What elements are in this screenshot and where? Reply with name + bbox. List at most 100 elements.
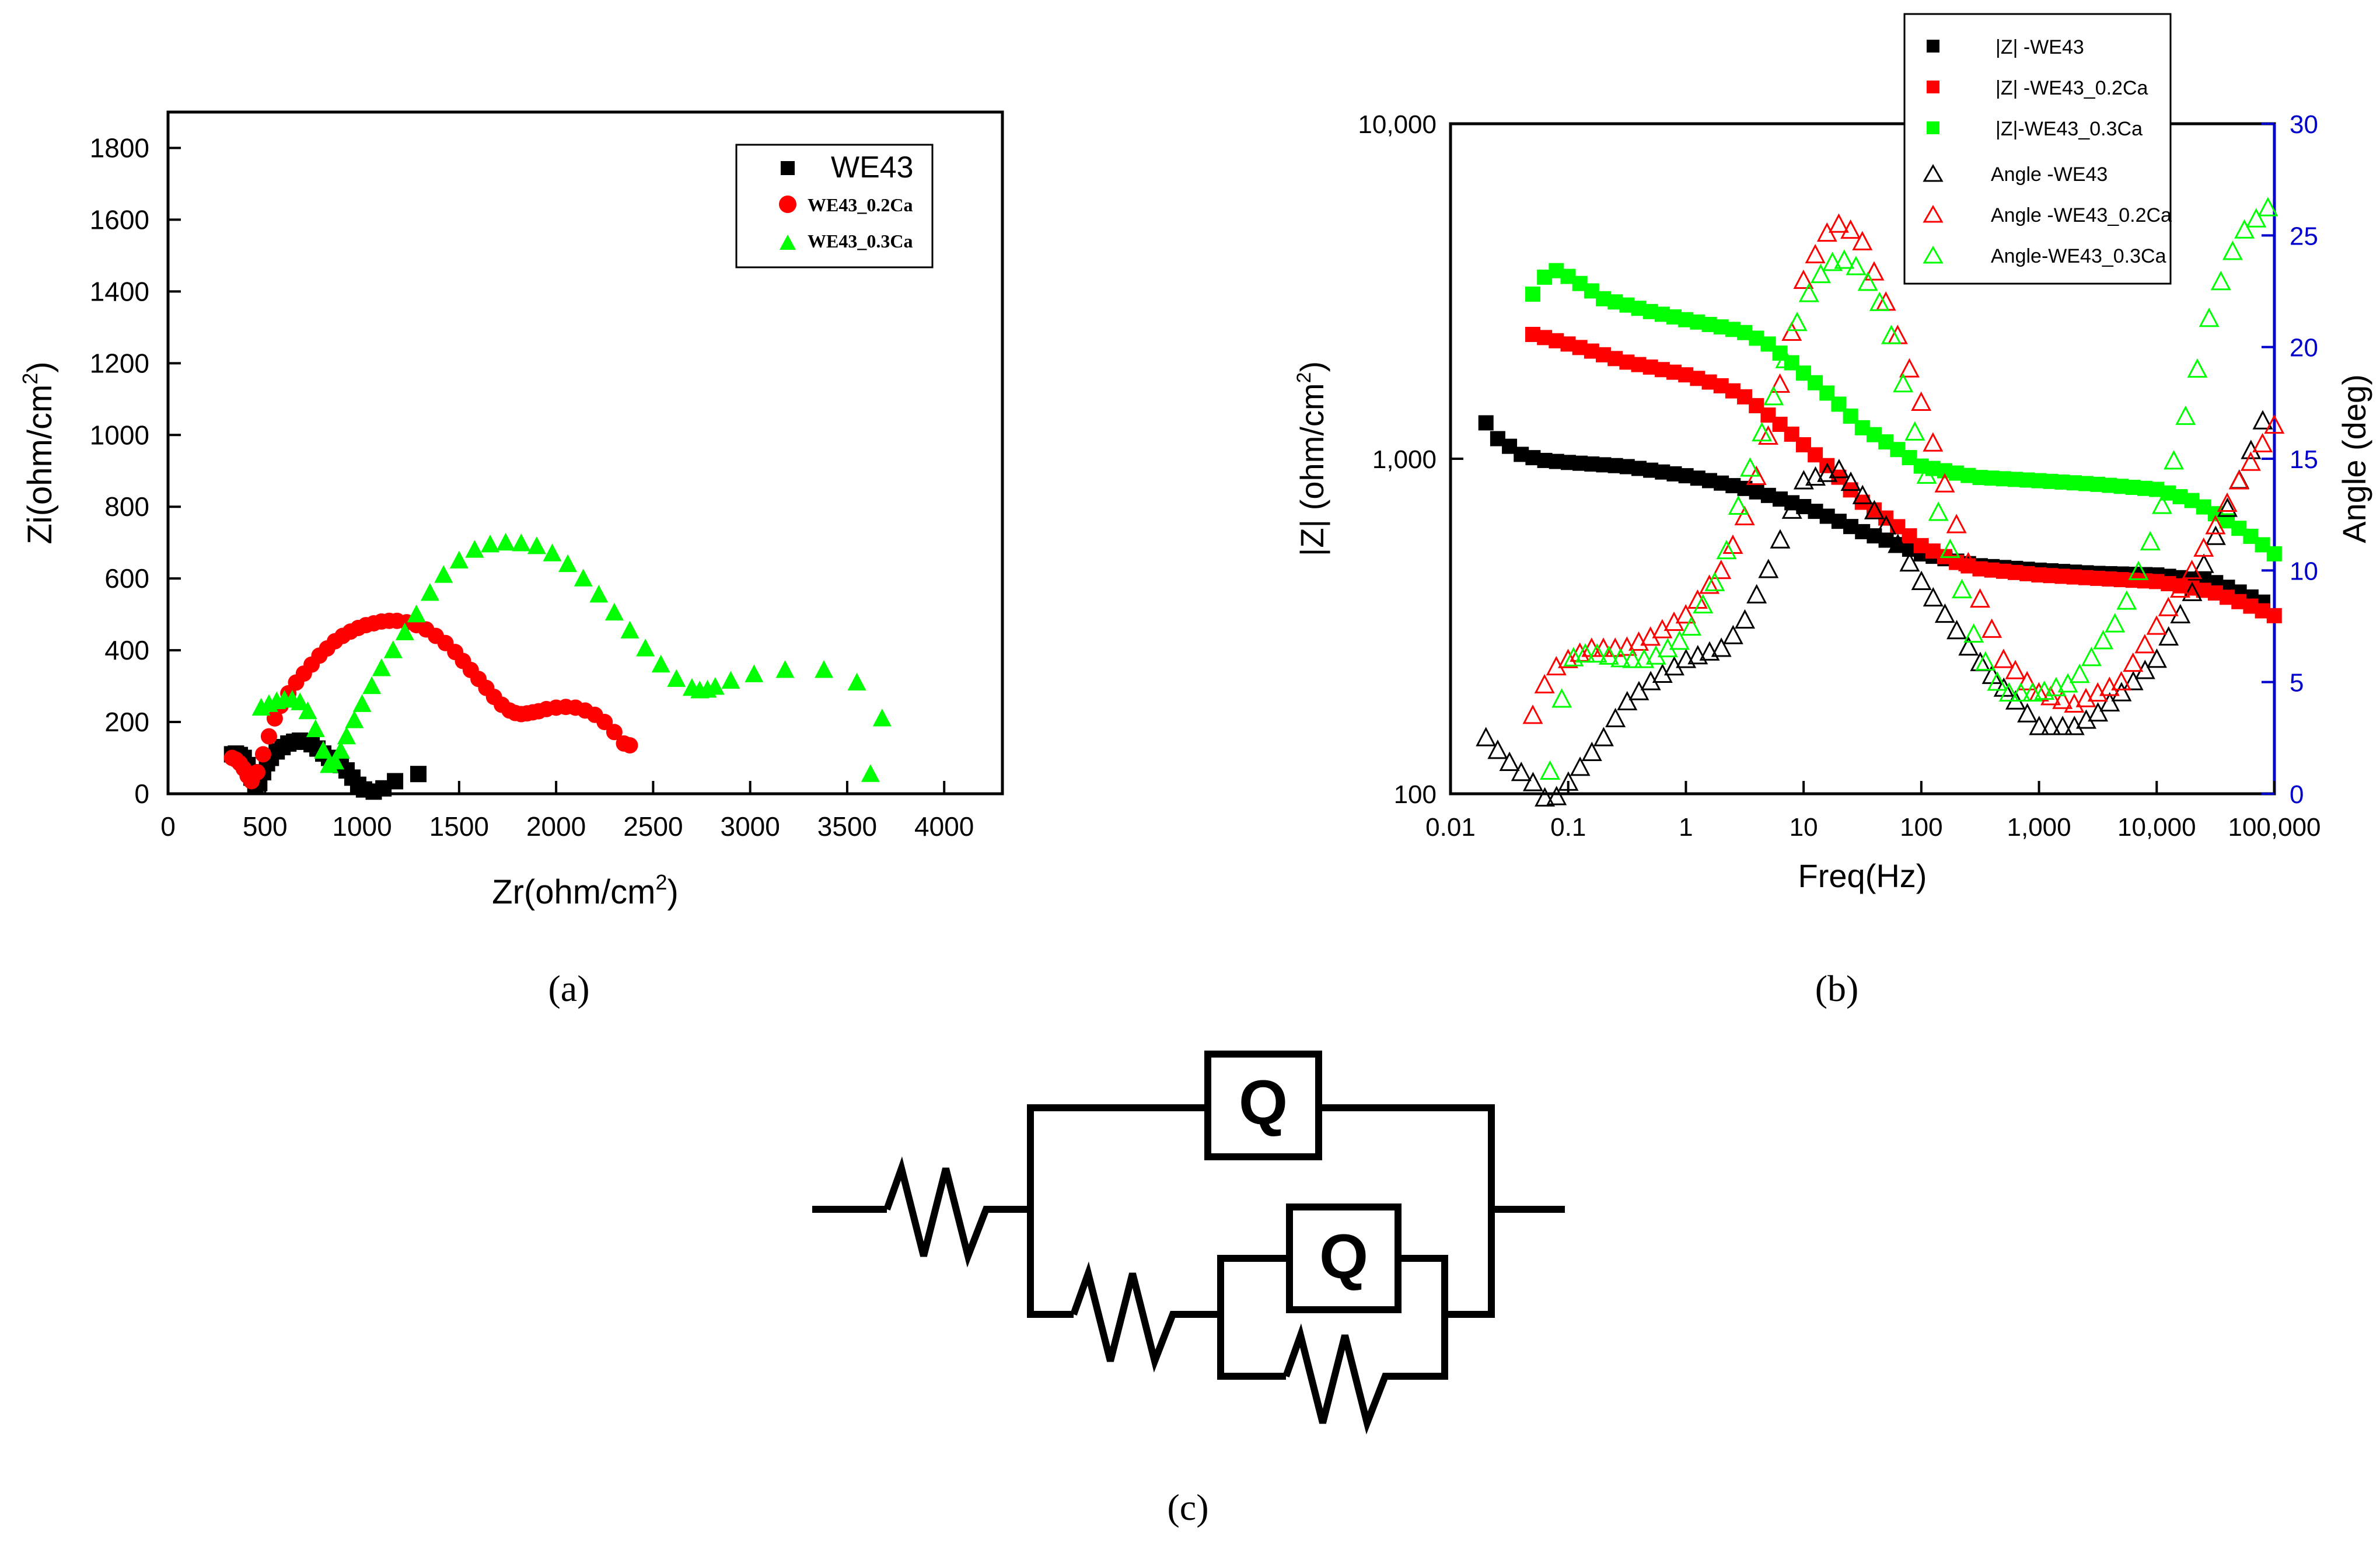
bode-y2-tick-label: 30 [2290,110,2318,139]
bode-point-angle-5 [1881,325,1902,344]
nyquist-point-2 [620,620,639,639]
bode-point-angle-3 [1499,751,1520,771]
bode-point-angle-3 [1593,727,1614,746]
bode-point-angle-4 [2158,596,2179,616]
bode-point-angle-3 [2182,581,2203,601]
bode-point-angle-3 [1511,762,1532,782]
bode-point-angle-4 [1946,514,1967,533]
panel-label-b: (b) [1815,968,1859,1009]
bode-point-angle-4 [1899,358,1920,378]
bode-point-angle-5 [1975,651,1996,671]
panel-label-c: (c) [1167,1487,1208,1528]
nyquist-point-2 [407,604,426,623]
nyquist-point-2 [372,658,391,676]
nyquist-point-2 [872,709,892,727]
nyquist-points [223,532,892,800]
nyquist-point-2 [434,565,453,583]
bode-point-angle-5 [1563,647,1584,667]
bode-x-ticks: 0.01 0.1 1 10 100 1,000 10,000 100,000 [1425,781,2321,842]
bode-point-angle-5 [1551,688,1572,708]
bode-point-angle-5 [1857,271,1878,291]
nyquist-chart: 0 500 1000 1500 2000 2500 3000 3500 4000 0 200 400… [18,110,1004,1009]
nyquist-point-2 [604,602,624,621]
bode-point-angle-3 [1522,772,1543,791]
bode-point-angle-5 [2046,676,2067,696]
bode-point-angle-3 [1711,637,1732,657]
bode-point-angle-3 [2193,553,2214,573]
nyquist-y-tick-label: 600 [104,563,149,594]
legend-marker-angle-ca03 [1923,245,1944,264]
legend-label-z-we43: |Z| -WE43 [1995,36,2084,58]
bode-point-angle-4 [1699,574,1720,594]
bode-point-angle-3 [2029,716,2050,735]
cpe-label-inner: Q [1319,1221,1368,1292]
bode-point-angle-5 [2081,647,2102,667]
bode-point-angle-3 [2158,626,2179,646]
bode-point-angle-5 [2164,450,2185,470]
nyquist-y-tick-label: 400 [104,635,149,665]
legend-label-angle-ca03: Angle-WE43_0.3Ca [1991,245,2166,267]
resistor-series [883,1156,1027,1268]
bode-point-angle-4 [1711,559,1732,580]
bode-point-angle-5 [1869,291,1890,311]
nyquist-point-2 [395,622,414,640]
legend-marker-angle-we43 [1923,163,1944,182]
bode-point-angle-3 [1993,677,2014,697]
bode-y-ticks: 100 1,000 10,000 [1358,110,1463,809]
bode-y2-tick-label: 20 [2290,334,2318,362]
nyquist-point-2 [667,669,686,687]
nyquist-y-tick-label: 1200 [90,348,149,378]
bode-point-angle-5 [1951,578,1972,599]
bode-point-angle-5 [2010,682,2031,702]
bode-point-angle-5 [1539,760,1560,780]
bode-point-angle-3 [1699,641,1720,661]
bode-legend-frame [1903,13,2172,285]
nyquist-x-tick-label: 4000 [914,811,974,842]
bode-point-angle-3 [1829,459,1850,479]
bode-point-angle-3 [1852,484,1873,504]
bode-point-angle-5 [1704,571,1725,591]
bode-point-angle-3 [2099,692,2120,711]
bode-point-angle-5 [1998,682,2019,702]
bode-x-tick-label: 1,000 [2007,813,2071,842]
nyquist-x-tick-label: 500 [243,811,288,842]
legend-marker-z-ca02 [1927,81,1939,93]
bode-y2-tick-label: 15 [2290,445,2318,474]
bode-point-angle-5 [1834,249,1855,269]
nyquist-y-tick-label: 1400 [90,276,149,306]
bode-point-angle-5 [1739,457,1760,477]
bode-point-angle-4 [2005,660,2026,679]
bode-point-angle-5 [1728,495,1749,515]
bode-point-angle-3 [1722,625,1743,644]
bode-point-angle-3 [1546,786,1567,805]
bode-point-angle-3 [1899,552,1920,572]
bode-point-angle-3 [1840,471,1861,491]
nyquist-point-2 [298,701,317,720]
nyquist-point-2 [574,568,593,587]
nyquist-point-1 [606,724,623,741]
bode-point-angle-3 [1864,500,1885,519]
bode-x-tick-label: 0.1 [1550,813,1586,842]
bode-y2-axis-label: Angle (deg) [2336,374,2372,543]
legend-label-ca03: WE43_0.3Ca [808,231,913,252]
panel-label-a: (a) [548,968,589,1009]
bode-point-angle-3 [1735,609,1755,629]
nyquist-point-1 [254,746,271,763]
legend-marker-z-we43 [1927,40,1939,53]
bode-point-angle-5 [1787,312,1808,332]
bode-point-angle-5 [1622,648,1643,668]
bode-point-angle-5 [2069,663,2090,683]
bode-point-angle-5 [1928,501,1949,521]
bode-point-angle-5 [1693,594,1714,614]
bode-point-angle-4 [2252,432,2273,452]
legend-marker-angle-ca02 [1923,204,1944,223]
bode-point-angle-4 [2205,515,2226,535]
bode-point-angle-5 [1987,671,2008,691]
bode-point-angle-4 [2075,688,2096,707]
bode-x-axis-label: Freq(Hz) [1798,857,1927,894]
nyquist-point-2 [291,692,310,710]
bode-point-angle-4 [2111,671,2132,690]
bode-point-angle-3 [2064,716,2085,735]
nyquist-y-ticks: 0 200 400 600 800 1000 1200 1400 1600 1800 [90,132,181,809]
nyquist-point-2 [847,672,866,691]
